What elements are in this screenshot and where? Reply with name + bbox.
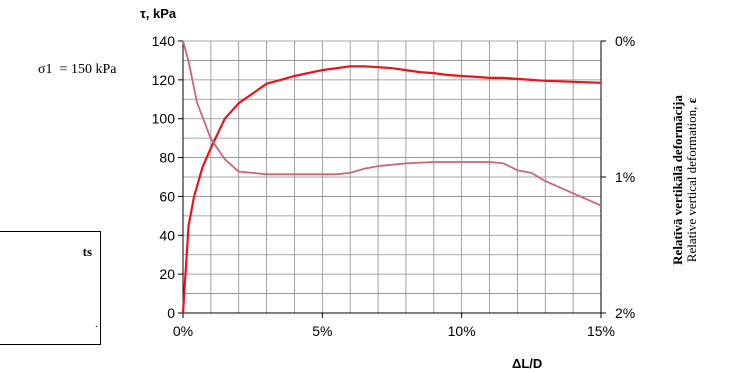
y2-tick-label: 0% xyxy=(615,33,635,49)
series-line-shear-stress xyxy=(181,65,602,314)
y-tick-label: 80 xyxy=(159,150,175,166)
grid-lines xyxy=(182,40,602,314)
y-tick-label: 20 xyxy=(159,266,175,282)
x-tick-label: 10% xyxy=(448,323,476,339)
y2-axis-title-en-group: Relative vertical deformation, ε xyxy=(684,97,699,262)
y-tick-label: 100 xyxy=(152,111,176,127)
tick-labels: 0 20 40 60 80 100 120 140 0% 5% 10% 15% 0% 1% 2% xyxy=(152,33,636,339)
annotation-box-text: ts xyxy=(82,244,92,259)
series-layer xyxy=(181,40,602,314)
y2-axis-title-en: Relative vertical deformation, xyxy=(684,103,699,262)
y2-axis-title-symbol: ε xyxy=(684,97,699,103)
y-tick-label: 0 xyxy=(167,305,175,321)
axes xyxy=(178,40,606,318)
series-line-deformation xyxy=(182,40,602,207)
y2-tick-label: 1% xyxy=(615,169,635,185)
sigma-annotation: σ1 = 150 kPa xyxy=(38,62,117,77)
x-tick-label: 0% xyxy=(173,323,193,339)
y2-axis-title: Relatīvā vertikālā deformācija Relative … xyxy=(670,95,699,265)
x-tick-label: 15% xyxy=(587,323,615,339)
y-tick-label: 60 xyxy=(159,188,175,204)
x-axis-title: ΔL/D xyxy=(512,356,542,371)
y-tick-label: 140 xyxy=(152,33,176,49)
y2-axis-title-lv: Relatīvā vertikālā deformācija xyxy=(670,95,685,265)
annotation-box: ts . xyxy=(0,231,101,345)
y-axis-title: τ, kPa xyxy=(140,6,177,21)
annotation-box-mark: . xyxy=(95,316,98,330)
y2-tick-label: 2% xyxy=(615,305,635,321)
y-tick-label: 120 xyxy=(152,72,176,88)
y-tick-label: 40 xyxy=(159,227,175,243)
x-tick-label: 5% xyxy=(312,323,332,339)
